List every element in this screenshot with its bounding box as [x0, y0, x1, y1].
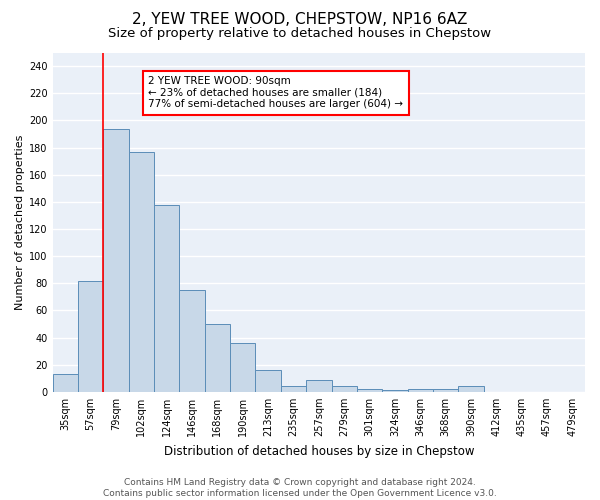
Bar — [306, 380, 332, 392]
Bar — [205, 324, 230, 392]
Bar — [357, 389, 382, 392]
Bar — [179, 290, 205, 392]
Bar — [256, 370, 281, 392]
Text: Size of property relative to detached houses in Chepstow: Size of property relative to detached ho… — [109, 28, 491, 40]
Bar — [458, 386, 484, 392]
Bar — [53, 374, 78, 392]
Bar — [103, 128, 129, 392]
X-axis label: Distribution of detached houses by size in Chepstow: Distribution of detached houses by size … — [164, 444, 474, 458]
Bar — [433, 389, 458, 392]
Bar — [332, 386, 357, 392]
Bar — [281, 386, 306, 392]
Text: 2, YEW TREE WOOD, CHEPSTOW, NP16 6AZ: 2, YEW TREE WOOD, CHEPSTOW, NP16 6AZ — [133, 12, 467, 28]
Text: Contains HM Land Registry data © Crown copyright and database right 2024.
Contai: Contains HM Land Registry data © Crown c… — [103, 478, 497, 498]
Bar — [78, 280, 103, 392]
Bar — [407, 389, 433, 392]
Bar — [154, 204, 179, 392]
Bar — [230, 343, 256, 392]
Text: 2 YEW TREE WOOD: 90sqm
← 23% of detached houses are smaller (184)
77% of semi-de: 2 YEW TREE WOOD: 90sqm ← 23% of detached… — [148, 76, 403, 110]
Bar — [382, 390, 407, 392]
Bar — [129, 152, 154, 392]
Y-axis label: Number of detached properties: Number of detached properties — [15, 134, 25, 310]
